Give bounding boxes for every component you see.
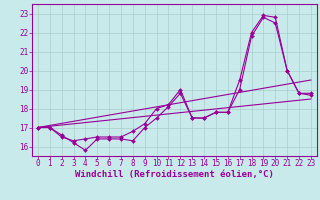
X-axis label: Windchill (Refroidissement éolien,°C): Windchill (Refroidissement éolien,°C) xyxy=(75,170,274,179)
